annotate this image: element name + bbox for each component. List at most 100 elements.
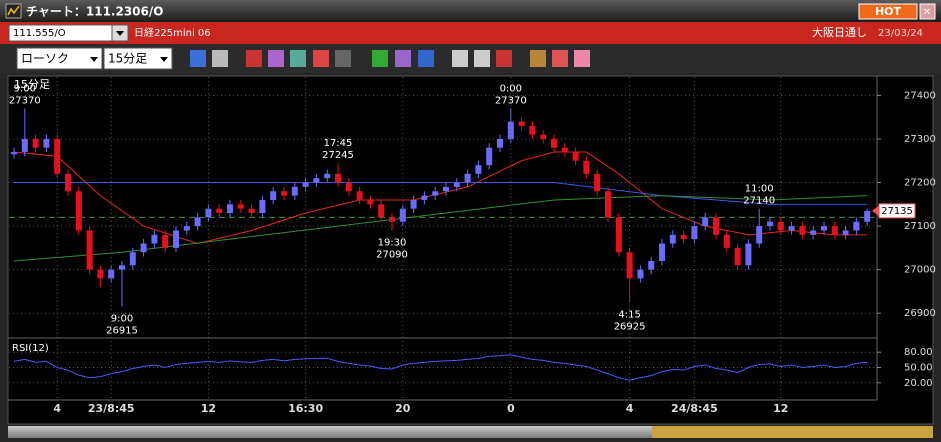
annotation-time: 0:00 <box>500 83 522 94</box>
candle-body <box>831 226 838 235</box>
window-title: チャート：111.2306/O <box>26 5 163 19</box>
annotation-time: 19:30 <box>378 237 407 248</box>
candle-body <box>11 152 17 155</box>
tool-icon[interactable] <box>313 50 329 67</box>
hot-badge[interactable] <box>858 3 918 20</box>
candle-body <box>140 243 147 253</box>
tool-icon[interactable] <box>452 50 468 67</box>
candle-body <box>842 230 849 235</box>
y-tick-label: 26900 <box>904 308 936 319</box>
tool-icon[interactable] <box>246 50 262 67</box>
annotation-value: 26925 <box>614 321 646 332</box>
last-price-box <box>878 203 916 219</box>
x-tick-label: 12 <box>773 402 788 415</box>
candle-body <box>723 234 730 248</box>
last-price-arrow <box>872 205 879 216</box>
chart-area <box>7 75 934 425</box>
candle-body <box>162 234 169 248</box>
candle-body <box>183 226 190 231</box>
tool-icon[interactable] <box>268 50 284 67</box>
candle-body <box>410 199 417 209</box>
candle-body <box>615 217 622 253</box>
candle-body <box>475 165 482 174</box>
candle-body <box>561 147 568 153</box>
candle-body <box>32 138 39 148</box>
y-tick-label: 80.00 <box>904 347 933 358</box>
candle-body <box>345 182 352 192</box>
close-button[interactable] <box>919 3 936 20</box>
x-tick-label: 24/8:45 <box>671 402 718 415</box>
candle-body <box>151 234 158 244</box>
candle-body <box>669 234 676 244</box>
scroll-thumb[interactable] <box>652 426 933 438</box>
price-pane <box>9 94 877 314</box>
candle-body <box>572 152 579 161</box>
candle-body <box>119 265 125 270</box>
candle-body <box>745 243 752 266</box>
candle-body <box>810 230 817 235</box>
candle-body <box>86 230 93 270</box>
candle-body <box>605 191 611 218</box>
annotation-time: 11:00 <box>745 184 774 195</box>
candle-body <box>129 252 136 266</box>
annotation-value: 27090 <box>376 249 408 260</box>
tool-icon[interactable] <box>190 50 206 67</box>
moving-average <box>13 195 868 262</box>
date: 23/03/24 <box>878 28 923 39</box>
candle-body <box>270 191 277 200</box>
x-tick-label: 4 <box>53 402 61 415</box>
candle-body <box>659 243 665 261</box>
tool-icon[interactable] <box>372 50 388 67</box>
candle-body <box>497 138 503 148</box>
tool-icon[interactable] <box>418 50 434 67</box>
candle-body <box>464 173 471 183</box>
tool-icon[interactable] <box>530 50 546 67</box>
candle-body <box>378 204 385 218</box>
candle-body <box>734 247 741 266</box>
tool-icon[interactable] <box>496 50 512 67</box>
candle-body <box>583 160 590 174</box>
x-tick-label: 12 <box>201 402 216 415</box>
candle-body <box>594 173 601 192</box>
annotation-time: 9:00 <box>14 83 36 94</box>
candle-body <box>227 204 233 214</box>
tool-icon[interactable] <box>552 50 568 67</box>
y-tick-label: 20.00 <box>904 378 933 389</box>
tool-icon[interactable] <box>290 50 306 67</box>
interval-select[interactable] <box>103 47 173 70</box>
tool-icon[interactable] <box>474 50 490 67</box>
x-tick-label: 4 <box>626 402 634 415</box>
candle-body <box>507 121 514 139</box>
y-tick-label: 27400 <box>904 90 936 101</box>
candle-body <box>529 125 536 135</box>
candle-body <box>702 217 709 227</box>
candle-body <box>173 230 179 248</box>
symbol-code: 111.555/O <box>13 28 66 39</box>
info-bar <box>0 22 941 44</box>
candle-body <box>237 204 244 209</box>
candle-body <box>518 121 525 126</box>
candle-body <box>421 195 428 200</box>
candle-body <box>302 182 309 187</box>
annotation-value: 27370 <box>9 95 41 106</box>
candle-body <box>864 210 871 222</box>
annotation-time: 17:45 <box>324 138 353 149</box>
candle-body <box>291 186 298 196</box>
candle-body <box>65 173 71 192</box>
candle-body <box>551 138 557 148</box>
candle-body <box>399 208 406 222</box>
tool-icon[interactable] <box>335 50 351 67</box>
style-select[interactable] <box>16 47 103 70</box>
x-tick-label: 0 <box>507 402 515 415</box>
candle-body <box>821 226 827 231</box>
tool-icon[interactable] <box>574 50 590 67</box>
tool-icon[interactable] <box>212 50 228 67</box>
candle-body <box>335 173 341 183</box>
tool-icon[interactable] <box>395 50 411 67</box>
candle-body <box>853 221 860 231</box>
candle-body <box>453 182 460 187</box>
instrument-name: 日経225mini 06 <box>134 26 211 39</box>
x-tick-label: 16:30 <box>288 402 323 415</box>
candle-body <box>432 191 439 196</box>
